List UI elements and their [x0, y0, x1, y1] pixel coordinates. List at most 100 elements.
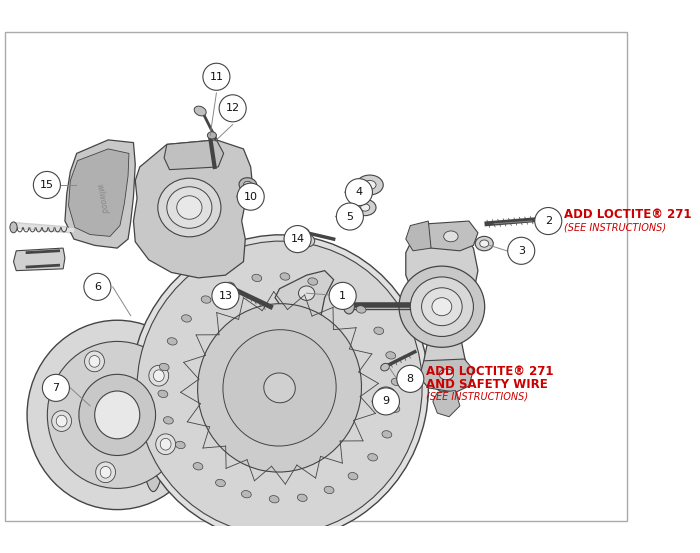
- Ellipse shape: [264, 373, 295, 403]
- Circle shape: [43, 374, 69, 401]
- Ellipse shape: [252, 274, 262, 281]
- Text: 3: 3: [518, 246, 525, 256]
- Ellipse shape: [10, 222, 17, 233]
- Ellipse shape: [360, 204, 370, 211]
- Ellipse shape: [160, 363, 169, 371]
- Text: (SEE INSTRUCTIONS): (SEE INSTRUCTIONS): [564, 222, 666, 232]
- Ellipse shape: [303, 238, 310, 243]
- Ellipse shape: [344, 300, 354, 314]
- Ellipse shape: [96, 462, 116, 483]
- Ellipse shape: [421, 288, 462, 326]
- Text: 6: 6: [94, 282, 101, 292]
- Circle shape: [203, 63, 230, 90]
- Ellipse shape: [216, 479, 225, 487]
- Ellipse shape: [79, 374, 155, 456]
- Circle shape: [337, 203, 363, 230]
- Polygon shape: [275, 270, 334, 374]
- Text: 8: 8: [407, 374, 414, 384]
- Ellipse shape: [444, 231, 458, 242]
- Ellipse shape: [201, 296, 211, 303]
- Circle shape: [508, 237, 535, 264]
- Ellipse shape: [391, 378, 401, 385]
- Text: 12: 12: [225, 103, 239, 113]
- Ellipse shape: [176, 441, 186, 448]
- Text: 9: 9: [382, 397, 389, 406]
- Ellipse shape: [164, 417, 174, 424]
- Ellipse shape: [158, 178, 221, 237]
- Ellipse shape: [140, 338, 167, 492]
- Ellipse shape: [374, 327, 384, 335]
- Ellipse shape: [131, 235, 428, 541]
- Ellipse shape: [363, 180, 376, 190]
- Ellipse shape: [155, 434, 176, 455]
- Text: (SEE INSTRUCTIONS): (SEE INSTRUCTIONS): [426, 392, 528, 402]
- Circle shape: [219, 95, 246, 122]
- Text: wilwood: wilwood: [94, 182, 108, 215]
- Ellipse shape: [56, 415, 67, 427]
- Text: 4: 4: [356, 187, 363, 197]
- Ellipse shape: [94, 391, 140, 439]
- Ellipse shape: [439, 369, 454, 380]
- Ellipse shape: [225, 282, 235, 289]
- Ellipse shape: [207, 132, 216, 139]
- Ellipse shape: [410, 277, 473, 336]
- Circle shape: [84, 273, 111, 300]
- Polygon shape: [406, 226, 478, 393]
- Ellipse shape: [298, 494, 307, 502]
- Circle shape: [535, 207, 562, 234]
- Text: 13: 13: [218, 291, 232, 301]
- Polygon shape: [164, 140, 223, 170]
- Ellipse shape: [298, 234, 315, 247]
- Ellipse shape: [158, 390, 168, 398]
- Text: 11: 11: [209, 72, 223, 82]
- Text: 1: 1: [340, 291, 346, 301]
- Ellipse shape: [537, 215, 549, 224]
- Ellipse shape: [432, 298, 452, 316]
- Ellipse shape: [241, 491, 251, 498]
- Text: 10: 10: [244, 192, 258, 202]
- Ellipse shape: [194, 106, 206, 116]
- Ellipse shape: [354, 200, 376, 216]
- Circle shape: [34, 171, 60, 199]
- Ellipse shape: [48, 341, 187, 488]
- Ellipse shape: [376, 387, 396, 403]
- Ellipse shape: [197, 304, 361, 472]
- Polygon shape: [134, 140, 253, 278]
- Ellipse shape: [239, 178, 257, 192]
- Circle shape: [329, 283, 356, 310]
- Ellipse shape: [89, 356, 100, 367]
- Ellipse shape: [356, 306, 366, 313]
- Text: ADD LOCTITE® 271: ADD LOCTITE® 271: [426, 365, 553, 378]
- Ellipse shape: [475, 236, 493, 251]
- Ellipse shape: [27, 320, 207, 510]
- Ellipse shape: [348, 472, 358, 480]
- Ellipse shape: [160, 439, 171, 450]
- Ellipse shape: [298, 286, 315, 300]
- Text: 2: 2: [545, 216, 552, 226]
- Text: 7: 7: [52, 383, 60, 393]
- Circle shape: [372, 388, 400, 415]
- Polygon shape: [406, 221, 431, 251]
- Ellipse shape: [244, 181, 253, 189]
- Polygon shape: [419, 359, 473, 393]
- Ellipse shape: [100, 466, 111, 478]
- Ellipse shape: [334, 289, 344, 296]
- Circle shape: [212, 283, 239, 310]
- Ellipse shape: [225, 284, 236, 292]
- Ellipse shape: [223, 330, 336, 446]
- Ellipse shape: [386, 352, 396, 359]
- Text: 15: 15: [40, 180, 54, 190]
- Circle shape: [397, 366, 424, 393]
- Ellipse shape: [280, 273, 290, 280]
- Ellipse shape: [149, 366, 169, 386]
- Ellipse shape: [480, 240, 489, 247]
- Ellipse shape: [270, 495, 279, 503]
- Ellipse shape: [382, 392, 391, 399]
- Ellipse shape: [167, 338, 177, 345]
- Polygon shape: [65, 140, 135, 248]
- Ellipse shape: [193, 463, 203, 470]
- Text: 14: 14: [290, 234, 304, 244]
- Ellipse shape: [52, 411, 71, 431]
- Circle shape: [284, 226, 311, 253]
- Ellipse shape: [181, 315, 191, 322]
